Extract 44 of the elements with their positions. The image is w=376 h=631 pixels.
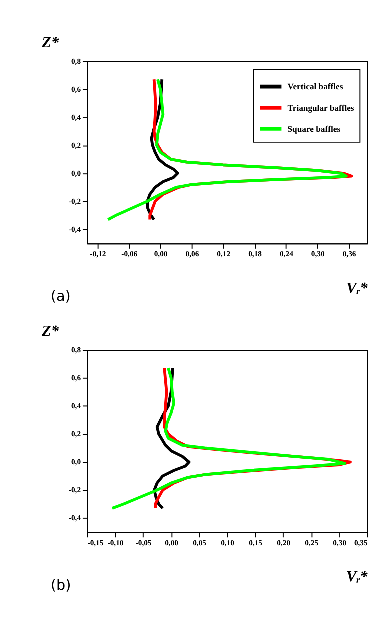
text: (a) <box>50 289 71 306</box>
x-tick-label: -0,06 <box>122 250 138 259</box>
x-tick-label: 0,12 <box>217 250 231 259</box>
y-tick-label: -0,4 <box>68 225 82 234</box>
x-tick-label: 0,30 <box>333 538 347 548</box>
line-series <box>111 366 346 510</box>
y-tick-label: -0,2 <box>68 486 82 495</box>
x-axis-title: Vᵣ* <box>346 280 368 298</box>
y-tick-label: -0,4 <box>68 514 82 523</box>
legend-label: Square baffles <box>288 124 342 134</box>
y-tick-label: 0,8 <box>71 346 82 354</box>
y-tick-label: 0,6 <box>71 374 82 383</box>
x-tick-label: 0,06 <box>186 250 200 259</box>
x-tick-label: 0,00 <box>165 538 179 548</box>
y-tick-label: 0,6 <box>71 84 82 94</box>
x-tick-label: 0,25 <box>305 538 319 548</box>
x-tick-label: 0,30 <box>311 250 325 259</box>
text: (b) <box>50 578 72 594</box>
x-tick-label: 0,10 <box>221 538 235 548</box>
y-tick-label: 0,8 <box>71 56 82 66</box>
x-tick-label: 0,36 <box>342 250 356 259</box>
x-tick-label: 0,18 <box>248 250 262 259</box>
y-tick-label: 0,2 <box>71 140 82 150</box>
y-tick-label: 0,2 <box>71 430 82 439</box>
x-axis-title: Vᵣ* <box>346 568 368 586</box>
y-tick-label: -0,2 <box>68 196 82 206</box>
x-tick-label: 0,15 <box>249 538 263 548</box>
x-tick-label: -0,05 <box>136 538 152 548</box>
y-tick-label: 0,4 <box>71 112 82 122</box>
y-tick-label: 0,0 <box>71 458 82 467</box>
legend-label: Vertical baffles <box>288 82 344 92</box>
x-tick-label: -0,10 <box>108 538 124 548</box>
x-tick-label: 0,35 <box>354 538 368 548</box>
x-tick-label: 0,20 <box>277 538 291 548</box>
x-tick-label: -0,15 <box>88 538 104 548</box>
y-axis-title: Z* <box>40 34 60 52</box>
y-axis-title: Z* <box>40 323 60 340</box>
x-tick-label: 0,24 <box>280 250 294 259</box>
x-tick-label: 0,00 <box>154 250 168 259</box>
x-tick-label: 0,05 <box>193 538 207 548</box>
y-tick-label: 0,0 <box>71 168 82 178</box>
y-tick-label: 0,4 <box>71 402 82 411</box>
legend-label: Triangular baffles <box>288 102 355 113</box>
x-tick-label: -0,12 <box>90 250 106 259</box>
